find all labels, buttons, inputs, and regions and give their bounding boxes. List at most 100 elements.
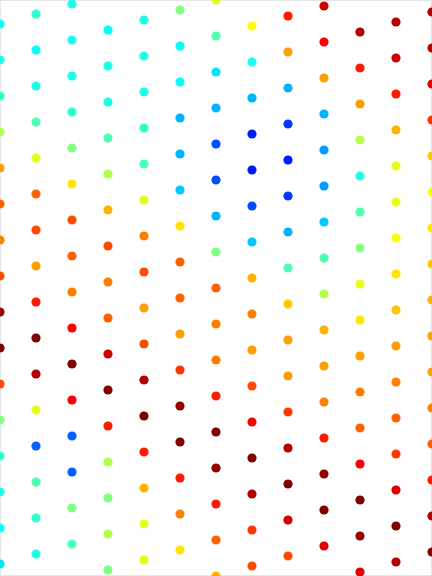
point bbox=[319, 253, 328, 262]
point bbox=[319, 109, 328, 118]
point bbox=[103, 97, 112, 106]
point bbox=[175, 113, 184, 122]
point bbox=[283, 479, 292, 488]
point bbox=[0, 271, 5, 280]
point bbox=[0, 415, 5, 424]
point bbox=[175, 149, 184, 158]
point bbox=[103, 61, 112, 70]
point bbox=[391, 557, 400, 566]
point bbox=[139, 267, 148, 276]
point bbox=[427, 7, 432, 16]
point bbox=[319, 181, 328, 190]
point bbox=[31, 333, 40, 342]
point bbox=[175, 257, 184, 266]
point bbox=[67, 0, 76, 9]
point bbox=[247, 489, 256, 498]
point bbox=[175, 293, 184, 302]
point bbox=[391, 125, 400, 134]
point bbox=[283, 119, 292, 128]
point bbox=[427, 403, 432, 412]
point bbox=[67, 179, 76, 188]
point bbox=[211, 103, 220, 112]
point bbox=[355, 27, 364, 36]
point bbox=[103, 169, 112, 178]
point bbox=[427, 367, 432, 376]
point bbox=[391, 521, 400, 530]
point bbox=[427, 295, 432, 304]
point bbox=[427, 331, 432, 340]
point bbox=[355, 531, 364, 540]
point bbox=[139, 411, 148, 420]
point bbox=[0, 199, 5, 208]
point bbox=[103, 565, 112, 574]
point bbox=[355, 387, 364, 396]
point bbox=[427, 187, 432, 196]
point bbox=[139, 303, 148, 312]
point bbox=[139, 87, 148, 96]
point bbox=[283, 335, 292, 344]
point bbox=[319, 433, 328, 442]
point bbox=[211, 67, 220, 76]
point bbox=[319, 37, 328, 46]
point bbox=[247, 453, 256, 462]
point bbox=[175, 545, 184, 554]
point bbox=[319, 541, 328, 550]
point bbox=[211, 571, 220, 576]
point bbox=[103, 241, 112, 250]
point bbox=[67, 467, 76, 476]
point bbox=[355, 423, 364, 432]
point bbox=[427, 223, 432, 232]
point bbox=[247, 381, 256, 390]
point bbox=[103, 493, 112, 502]
point bbox=[391, 233, 400, 242]
point bbox=[31, 261, 40, 270]
point bbox=[391, 161, 400, 170]
chart bbox=[0, 0, 432, 576]
point bbox=[319, 73, 328, 82]
point bbox=[247, 345, 256, 354]
point bbox=[67, 35, 76, 44]
point bbox=[0, 127, 5, 136]
point bbox=[175, 221, 184, 230]
point bbox=[211, 211, 220, 220]
point bbox=[175, 509, 184, 518]
point bbox=[139, 231, 148, 240]
point bbox=[67, 395, 76, 404]
point bbox=[31, 369, 40, 378]
point bbox=[103, 133, 112, 142]
point bbox=[211, 175, 220, 184]
point bbox=[247, 201, 256, 210]
point bbox=[175, 437, 184, 446]
point bbox=[283, 551, 292, 560]
point bbox=[391, 377, 400, 386]
point bbox=[283, 11, 292, 20]
point bbox=[283, 83, 292, 92]
point bbox=[211, 0, 220, 5]
point bbox=[391, 305, 400, 314]
point bbox=[391, 17, 400, 26]
point bbox=[283, 371, 292, 380]
point bbox=[31, 477, 40, 486]
point bbox=[139, 519, 148, 528]
point bbox=[31, 45, 40, 54]
point bbox=[247, 525, 256, 534]
point bbox=[0, 163, 5, 172]
point bbox=[31, 117, 40, 126]
point bbox=[31, 189, 40, 198]
point bbox=[427, 151, 432, 160]
point bbox=[355, 351, 364, 360]
point bbox=[391, 269, 400, 278]
point bbox=[355, 567, 364, 576]
point bbox=[427, 475, 432, 484]
point bbox=[391, 485, 400, 494]
point bbox=[283, 443, 292, 452]
point bbox=[427, 547, 432, 556]
point bbox=[31, 9, 40, 18]
point bbox=[319, 1, 328, 10]
point bbox=[175, 41, 184, 50]
point bbox=[319, 325, 328, 334]
point bbox=[0, 343, 5, 352]
point bbox=[0, 379, 5, 388]
point bbox=[0, 91, 5, 100]
point bbox=[31, 405, 40, 414]
